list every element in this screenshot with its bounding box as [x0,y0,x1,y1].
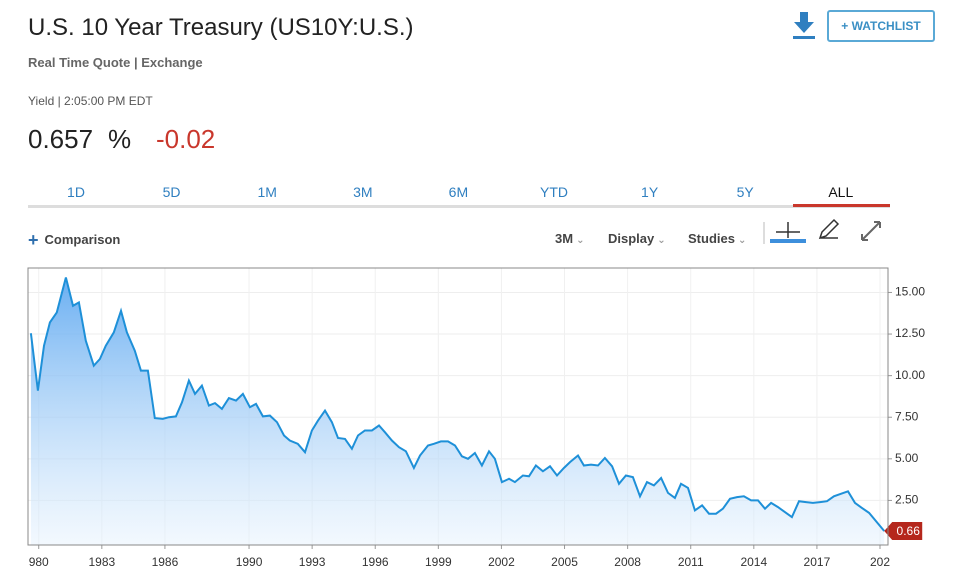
chart: 2.50 5.00 7.50 10.00 12.50 15.00 980 1983 1986 19… [27,267,925,569]
y-tick-label: 2.50 [895,493,919,507]
x-tick-label: 2017 [804,555,831,569]
y-tick-label: 10.00 [895,368,925,382]
y-tick-label: 5.00 [895,451,919,465]
x-tick-label: 2014 [740,555,767,569]
comparison-label: Comparison [44,232,121,247]
display-label: Display [608,231,655,246]
interval-menu[interactable]: 3M ⌄ [555,231,585,246]
range-tab[interactable]: 3M [353,184,373,200]
x-tick-label: 202 [870,555,890,569]
y-tick-label: 12.50 [895,326,925,340]
quote-time: Yield | 2:05:00 PM EDT [28,94,153,108]
x-tick-label: 1990 [236,555,263,569]
tab-selected-rule [793,204,890,207]
range-tab[interactable]: 5D [162,184,181,200]
price: 0.657 [28,124,94,154]
range-tab[interactable]: 1Y [641,184,659,200]
price-change: -0.02 [156,124,216,154]
tab-rule [28,205,890,208]
x-tick-label: 1986 [152,555,179,569]
title: U.S. 10 Year Treasury (US10Y:U.S.) [28,14,414,41]
display-menu[interactable]: Display ⌄ [608,231,666,246]
last-value-badge [884,522,923,541]
interval-label: 3M [555,231,574,246]
crosshair-tool[interactable] [770,222,806,243]
area [30,277,885,545]
x-tick-label: 1993 [299,555,326,569]
x-tick-label: 2005 [551,555,578,569]
x-tick-label: 980 [29,555,49,569]
watchlist-button[interactable]: + WATCHLIST [827,10,935,42]
plot-border [27,267,889,546]
range-tab[interactable]: 5Y [736,184,754,200]
y-tick-label: 7.50 [895,409,919,423]
x-tick-label: 1996 [362,555,389,569]
line [29,277,885,532]
x-tick-label: 1983 [88,555,115,569]
x-tick-label: 2008 [614,555,641,569]
download-icon[interactable] [790,10,818,40]
x-tick-label: 2002 [488,555,515,569]
x-tick-label: 1999 [425,555,452,569]
last-value-label: 0.66 [897,524,921,538]
range-tab[interactable]: 6M [448,184,469,200]
studies-label: Studies [688,231,735,246]
price-unit: % [108,124,132,154]
range-tab[interactable]: ALL [828,184,854,200]
x-tick-label: 2011 [678,555,704,569]
range-tab[interactable]: YTD [540,184,568,200]
range-tab[interactable]: 1M [257,184,277,200]
chart-tools [763,218,881,244]
draw-tool[interactable] [818,218,840,240]
y-tick-label: 15.00 [895,285,925,299]
expand-tool[interactable] [861,221,881,241]
studies-menu[interactable]: Studies ⌄ [688,231,747,246]
range-tab[interactable]: 1D [67,184,85,200]
subtitle: Real Time Quote | Exchange [28,55,203,70]
comparison-button[interactable]: + Comparison [28,230,121,250]
